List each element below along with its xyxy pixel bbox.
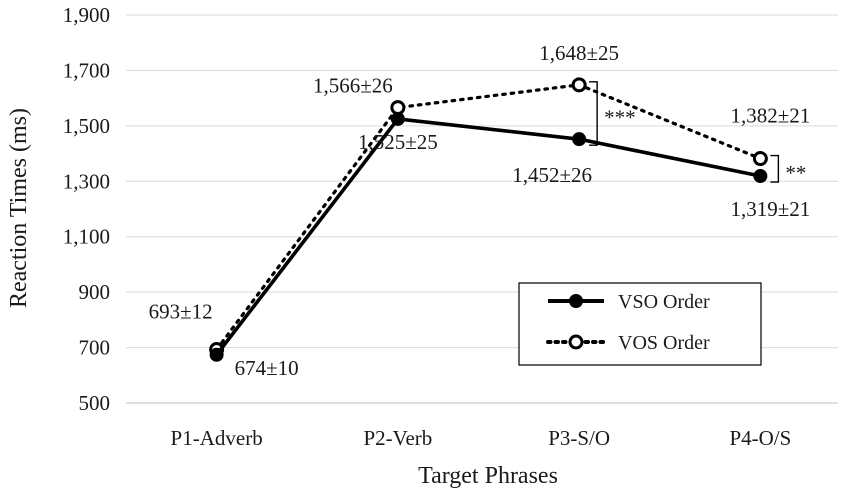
y-tick-label: 700 bbox=[79, 336, 111, 360]
significance-label: *** bbox=[604, 106, 636, 130]
x-tick-labels: P1-Adverb P2-Verb P3-S/O P4-O/S bbox=[171, 426, 792, 450]
significance-label: ** bbox=[785, 161, 806, 185]
significance-bracket bbox=[770, 154, 780, 183]
vos-point bbox=[752, 151, 768, 167]
vso-series-line bbox=[215, 117, 761, 356]
vos-point bbox=[390, 100, 406, 116]
vso-data-label: 1,452±26 bbox=[512, 163, 592, 187]
legend-box bbox=[518, 282, 762, 366]
vso-point bbox=[209, 347, 224, 362]
y-tick-label: 1,300 bbox=[63, 169, 110, 193]
vso-point bbox=[753, 169, 768, 184]
vos-data-label: 1,648±25 bbox=[539, 41, 619, 65]
vos-point bbox=[571, 77, 587, 93]
y-tick-labels: 500 700 900 1,100 1,300 1,500 1,700 1,900 bbox=[63, 3, 110, 415]
vso-point bbox=[390, 111, 405, 126]
y-tick-label: 500 bbox=[79, 391, 111, 415]
x-tick-label: P4-O/S bbox=[729, 426, 791, 450]
vos-data-label: 1,382±21 bbox=[730, 104, 810, 128]
y-tick-label: 1,500 bbox=[63, 114, 110, 138]
vos-data-label: 1,566±26 bbox=[313, 74, 393, 98]
legend-vos-marker bbox=[568, 334, 584, 350]
gridlines bbox=[126, 14, 838, 349]
legend: VSO Order VOS Order bbox=[518, 282, 762, 366]
vso-data-label: 674±10 bbox=[235, 356, 299, 380]
vso-data-label: 1,319±21 bbox=[730, 197, 810, 221]
x-tick-label: P1-Adverb bbox=[171, 426, 263, 450]
significance-bracket bbox=[589, 81, 598, 146]
vos-data-label: 693±12 bbox=[149, 300, 213, 324]
vso-point bbox=[572, 132, 587, 147]
x-tick-label: P2-Verb bbox=[363, 426, 432, 450]
legend-vso-label: VSO Order bbox=[618, 291, 710, 313]
y-axis-title: Reaction Times (ms) bbox=[6, 108, 32, 308]
data-labels: 674±10 1,525±25 1,452±26 1,319±21 693±12 1,56… bbox=[149, 41, 811, 380]
y-tick-label: 1,100 bbox=[63, 225, 110, 249]
legend-vos-label: VOS Order bbox=[618, 332, 710, 354]
y-tick-label: 1,900 bbox=[63, 3, 110, 27]
significance-brackets: ***** bbox=[589, 81, 806, 185]
y-tick-label: 1,700 bbox=[63, 58, 110, 82]
vos-series-line bbox=[215, 83, 762, 352]
x-tick-label: P3-S/O bbox=[548, 426, 610, 450]
vso-data-label: 1,525±25 bbox=[358, 130, 438, 154]
series bbox=[209, 77, 768, 362]
y-tick-label: 900 bbox=[79, 280, 111, 304]
x-axis-title: Target Phrases bbox=[418, 463, 558, 489]
legend-vso-marker bbox=[569, 294, 583, 308]
